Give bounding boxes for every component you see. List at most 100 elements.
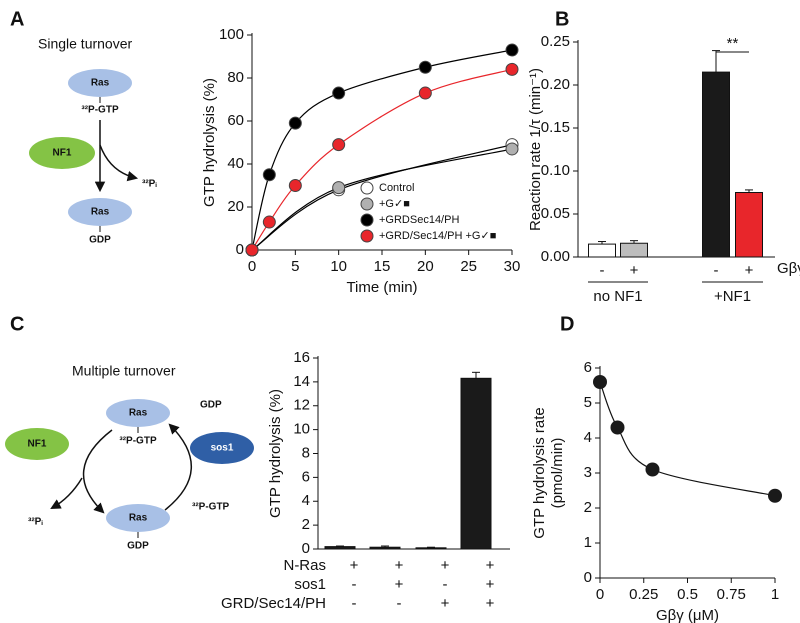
group-label: no NF1 [593,288,642,305]
node-label: NF1 [28,439,47,450]
y-tick-label: 4 [584,429,592,446]
condition-label: - [352,576,357,593]
data-point [332,181,346,195]
bar [369,546,401,550]
data-point [332,138,346,152]
x-tick-label: 5 [291,258,299,275]
node-label: GDP [89,235,111,246]
bar [735,192,763,258]
data-point [332,86,346,100]
data-point [262,168,276,182]
data-point [505,43,519,57]
diagram-title: Multiple turnover [72,363,176,379]
node-label: GDP [200,400,222,411]
x-tick-label: 20 [417,258,434,275]
y-tick-label: 0 [302,540,310,557]
condition-label: + [395,557,404,574]
y-tick-label: 3 [584,464,592,481]
legend-marker [360,229,374,243]
bar [415,547,447,550]
x-tick-label: - [600,262,605,279]
x-tick-label: 15 [374,258,391,275]
x-tick-label: 0.5 [677,586,698,603]
y-tick-label: 8 [302,444,310,461]
arrow [50,477,83,510]
bar [588,243,616,258]
arrow [164,423,193,511]
legend-label: Control [379,182,414,194]
diagram-c: Multiple turnover Ras ³²P-GTP NF1 ³²Pᵢ G… [5,363,254,552]
y-tick-label: 80 [227,69,244,86]
ras-node [106,399,170,427]
ras-node [106,504,170,532]
fit-line [599,381,776,497]
x-tick-label: 30 [504,258,521,275]
condition-label: + [486,576,495,593]
y-tick-label: 2 [302,516,310,533]
x-tick-label: 0 [596,586,604,603]
y-axis-label: GTP hydrolysis (%) [267,389,284,518]
data-point [768,488,782,503]
bar [620,242,648,258]
panel-label: D [560,313,574,335]
condition-name: N-Ras [283,557,326,574]
node-label: ³²Pᵢ [28,517,43,528]
legend-marker [360,197,374,211]
x-tick-label: 1 [771,586,779,603]
data-point [593,375,607,389]
y-tick-label: 4 [302,492,310,509]
bar [324,546,356,550]
panel-label: B [555,8,569,30]
sos1-node [190,432,254,464]
x-tick-label: 25 [460,258,477,275]
condition-label: + [350,557,359,574]
node-label: GDP [127,541,149,552]
bar [702,71,730,258]
node-label: ³²P-GTP [119,436,157,447]
y-tick-label: 0.00 [541,248,570,265]
y-tick-label: 2 [584,499,592,516]
x-axis-label: Time (min) [346,279,417,296]
condition-label: + [441,595,450,612]
y-tick-label: 40 [227,155,244,172]
node-label: sos1 [211,443,234,454]
y-axis-label: GTP hydrolysis (%) [201,78,218,207]
significance-label: ** [727,35,739,52]
arrow [82,429,113,514]
x-tick-label: - [714,262,719,279]
bar [460,377,492,550]
y-tick-label: 6 [302,468,310,485]
y-tick-label: 5 [584,394,592,411]
x-tick-label: 0 [248,258,256,275]
legend-label: +GRDSec14/PH [379,214,459,226]
data-point [288,116,302,130]
x-tick-label: 0.75 [717,586,746,603]
legend-label: +GRD/Sec14/PH +G✓■ [379,230,496,242]
ras-node [68,69,132,97]
nf1-node [5,428,69,460]
condition-name: GRD/Sec14/PH [221,595,326,612]
data-point [505,62,519,76]
x-tick-label: 10 [330,258,347,275]
y-tick-label: 0.25 [541,33,570,50]
category-axis-label: Gβγ [777,260,800,277]
condition-label: - [397,595,402,612]
group-label: +NF1 [714,288,751,305]
data-point [288,179,302,192]
data-point [645,462,660,477]
condition-label: + [441,557,450,574]
y-tick-label: 0.05 [541,205,570,222]
y-axis-label: Reaction rate 1/τ (min⁻¹) [527,68,544,231]
y-tick-label: 60 [227,112,244,129]
node-label: NF1 [53,148,72,159]
data-point [262,215,276,229]
y-tick-label: 0.15 [541,119,570,136]
y-tick-label: 6 [584,359,592,376]
y-tick-label: 0.20 [541,76,570,93]
y-tick-label: 12 [293,397,310,414]
y-tick-label: 0 [236,241,244,258]
condition-name: sos1 [294,576,326,593]
y-tick-label: 20 [227,198,244,215]
y-axis-label: (pmol/min) [549,438,566,509]
